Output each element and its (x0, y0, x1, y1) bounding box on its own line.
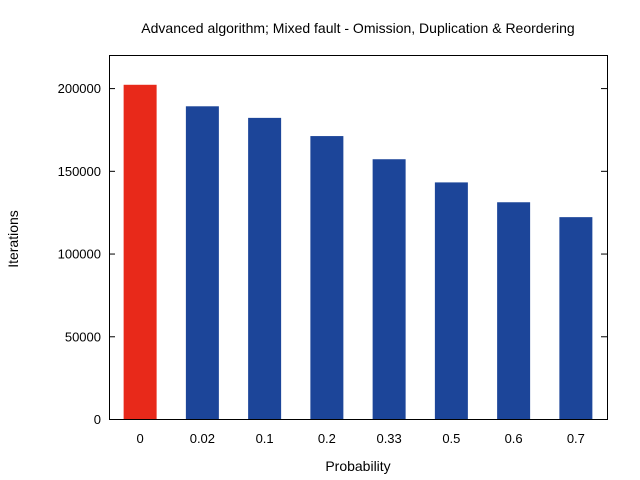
bar-0.33 (372, 159, 406, 419)
chart-title: Advanced algorithm; Mixed fault - Omissi… (141, 20, 574, 36)
bar-0.2 (310, 136, 344, 419)
bar-0.1 (248, 117, 282, 419)
x-tick-label: 0.33 (376, 431, 401, 446)
bar-0.7 (559, 217, 593, 419)
plot-frame (109, 55, 608, 420)
x-tick-label: 0.2 (318, 431, 336, 446)
y-tick-label: 0 (94, 412, 101, 427)
bar-0.02 (185, 106, 219, 420)
x-tick-label: 0.1 (256, 431, 274, 446)
x-tick-label: 0 (137, 431, 144, 446)
bar-0.5 (434, 182, 468, 419)
ticks-group: 0 0.02 0.1 0.2 0.33 0.5 0.6 0.7 0 50000 100000 1500… (58, 81, 607, 446)
y-axis-label: Iterations (5, 210, 21, 268)
y-tick-label: 50000 (65, 329, 101, 344)
x-tick-label: 0.6 (505, 431, 523, 446)
y-tick-label: 150000 (58, 164, 101, 179)
bars-group (123, 84, 593, 420)
x-tick-label: 0.7 (567, 431, 585, 446)
x-tick-label: 0.5 (442, 431, 460, 446)
y-tick-label: 200000 (58, 81, 101, 96)
x-axis-label: Probability (325, 458, 390, 474)
bar-0 (123, 84, 157, 420)
y-tick-label: 100000 (58, 247, 101, 262)
bar-0.6 (497, 202, 531, 419)
x-tick-label: 0.02 (190, 431, 215, 446)
